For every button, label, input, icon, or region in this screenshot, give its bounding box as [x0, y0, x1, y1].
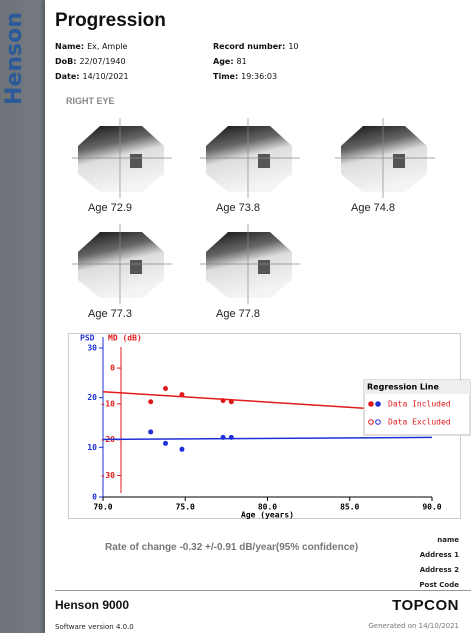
field-age: Age 72.9	[88, 202, 133, 214]
report-title: Progression	[55, 10, 166, 31]
y-tick-label: 10	[87, 443, 97, 452]
field-shape	[206, 126, 292, 192]
address-line: Post Code	[419, 581, 459, 589]
field-value: 10	[288, 42, 299, 51]
brand-logo: TOPCON	[392, 597, 459, 614]
visual-field-plot	[200, 118, 300, 198]
legend-marker	[368, 401, 374, 407]
y2-tick-label: -30	[101, 471, 116, 480]
field-label: Age:	[213, 57, 234, 66]
x-tick-label: 70.0	[93, 503, 112, 512]
legend-label: Data Excluded	[388, 418, 451, 427]
field-value: 81	[236, 57, 247, 66]
data-point	[179, 446, 185, 452]
y-tick-label: 20	[87, 393, 97, 402]
data-point	[163, 440, 169, 446]
data-point	[228, 399, 234, 405]
field-value: 22/07/1940	[79, 57, 126, 66]
x-tick-label: 80.0	[258, 503, 277, 512]
y2-tick-label: -10	[101, 399, 116, 408]
x-tick-label: 90.0	[422, 503, 441, 512]
field-spot	[130, 154, 142, 168]
patient-field: Record number: 10	[213, 42, 299, 51]
eye-label: RIGHT EYE	[66, 96, 115, 106]
regression-line	[102, 436, 433, 441]
field-age: Age 77.3	[88, 308, 133, 320]
patient-field: Time: 19:36:03	[213, 72, 277, 81]
patient-field: Date: 14/10/2021	[55, 72, 129, 81]
address-line: name	[437, 536, 459, 544]
patient-field: DoB: 22/07/1940	[55, 57, 126, 66]
data-point	[163, 385, 169, 391]
data-point	[220, 434, 226, 440]
y-axis-title: PSD	[80, 334, 95, 343]
field-age: Age 77.8	[216, 308, 261, 320]
legend-marker	[368, 419, 374, 425]
visual-field-plot	[200, 224, 300, 304]
y-tick-label: 0	[92, 493, 97, 502]
field-value: Ex, Ample	[87, 42, 128, 51]
visual-field-plot	[72, 224, 172, 304]
generated-date: Generated on 14/10/2021	[368, 622, 459, 630]
address-line: Address 1	[419, 551, 459, 559]
field-label: DoB:	[55, 57, 77, 66]
legend-title: Regression Line	[367, 383, 439, 392]
field-shape	[78, 126, 164, 192]
brand-vertical: Henson	[2, 12, 27, 105]
data-point	[148, 429, 154, 435]
patient-field: Age: 81	[213, 57, 247, 66]
rate-of-change: Rate of change -0.32 +/-0.91 dB/year(95%…	[105, 542, 359, 553]
report-page	[45, 0, 471, 633]
visual-field-plot	[72, 118, 172, 198]
product-name: Henson 9000	[55, 598, 130, 612]
data-point	[179, 392, 185, 398]
field-label: Record number:	[213, 42, 286, 51]
field-label: Name:	[55, 42, 85, 51]
y2-tick-label: 0	[110, 364, 115, 373]
field-value: 19:36:03	[241, 72, 278, 81]
data-point	[220, 398, 226, 404]
field-label: Time:	[213, 72, 239, 81]
x-tick-label: 85.0	[340, 503, 359, 512]
address-line: Address 2	[419, 566, 459, 574]
legend-header	[364, 380, 470, 394]
data-point	[228, 434, 234, 440]
legend-label: Data Included	[388, 400, 451, 409]
patient-field: Name: Ex, Ample	[55, 42, 127, 51]
field-spot	[258, 154, 270, 168]
field-age: Age 73.8	[216, 202, 261, 214]
legend-marker	[375, 401, 381, 407]
field-spot	[393, 154, 405, 168]
field-spot	[258, 260, 270, 274]
data-point	[148, 399, 154, 405]
field-label: Date:	[55, 72, 80, 81]
field-spot	[130, 260, 142, 274]
field-value: 14/10/2021	[82, 72, 129, 81]
software-version: Software version 4.0.0	[55, 623, 134, 631]
visual-field-plot	[335, 118, 435, 198]
field-shape	[206, 232, 292, 298]
field-age: Age 74.8	[351, 202, 396, 214]
y-tick-label: 30	[87, 343, 97, 352]
y2-axis-title: MD (dB)	[108, 334, 142, 343]
legend-marker	[375, 419, 381, 425]
field-shape	[341, 126, 427, 192]
divider	[55, 590, 471, 591]
x-tick-label: 75.0	[176, 503, 195, 512]
field-shape	[78, 232, 164, 298]
x-axis-title: Age (years)	[241, 511, 294, 520]
